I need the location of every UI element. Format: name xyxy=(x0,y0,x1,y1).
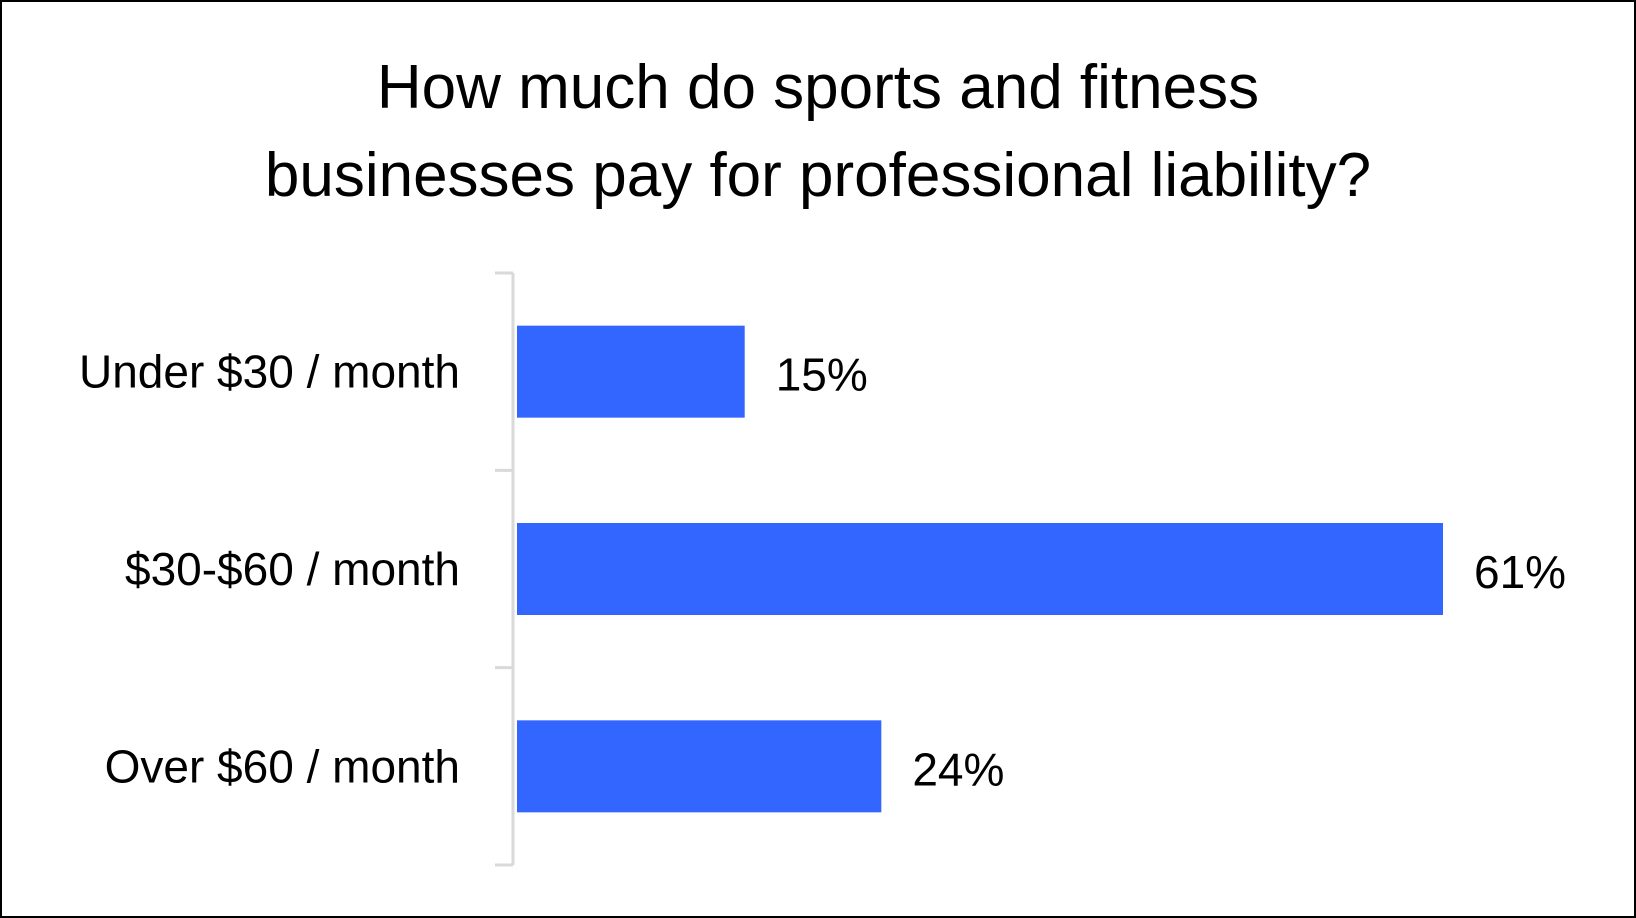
data-label: 15% xyxy=(776,349,868,401)
chart-title: How much do sports and fitness businesse… xyxy=(2,44,1634,220)
data-label: 24% xyxy=(912,743,1004,795)
category-tick-label: $30-$60 / month xyxy=(125,543,460,595)
bar xyxy=(517,720,882,813)
category-tick-label: Under $30 / month xyxy=(79,346,460,398)
chart-title-line-1: How much do sports and fitness xyxy=(376,53,1260,122)
data-label: 61% xyxy=(1474,546,1566,598)
chart-title-line-2: businesses pay for professional liabilit… xyxy=(264,141,1372,210)
category-tick-label: Over $60 / month xyxy=(105,740,460,792)
bar xyxy=(517,325,745,418)
bar xyxy=(517,523,1443,615)
